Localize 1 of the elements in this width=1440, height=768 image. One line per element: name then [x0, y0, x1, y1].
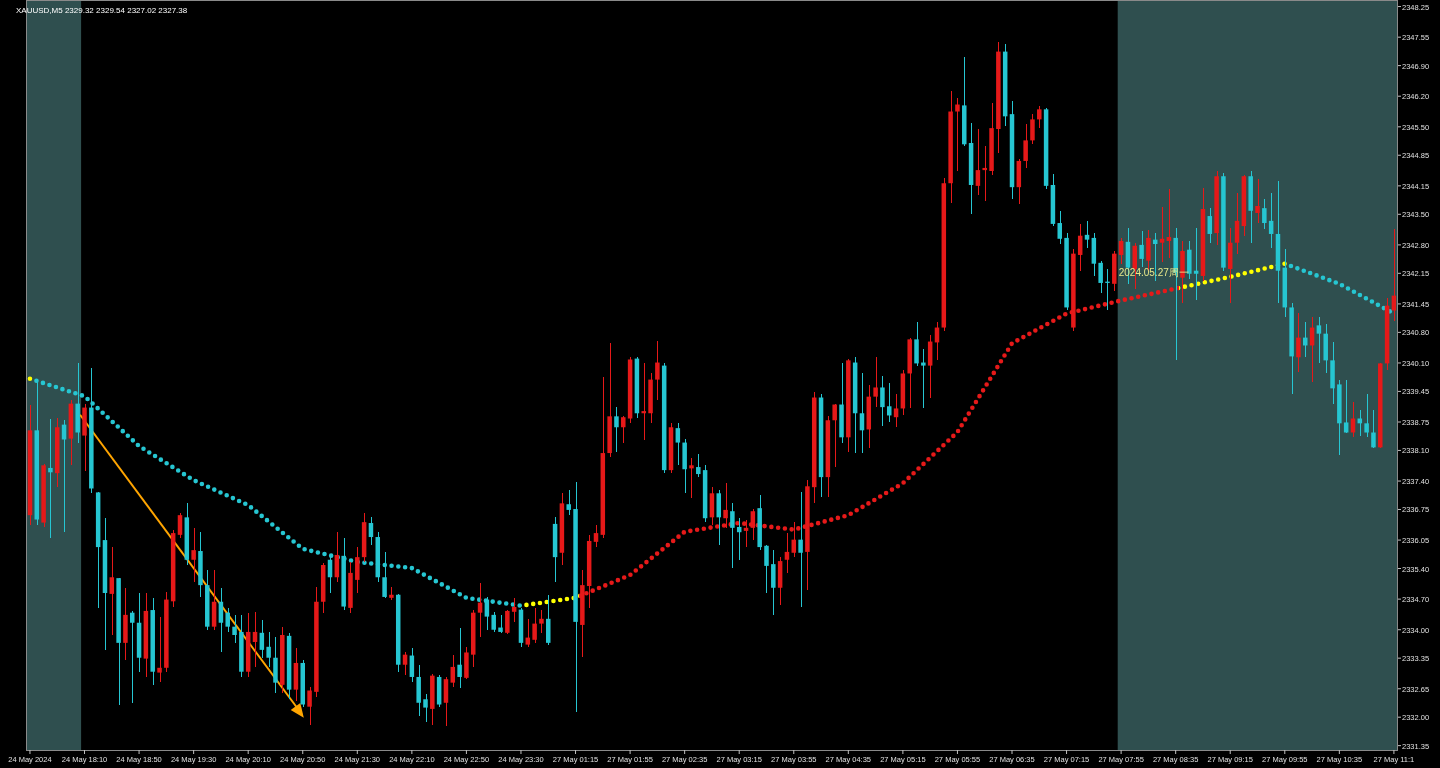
title: XAUUSD,M5 2329.32 2329.54 2327.02 2327.38: [16, 6, 188, 15]
